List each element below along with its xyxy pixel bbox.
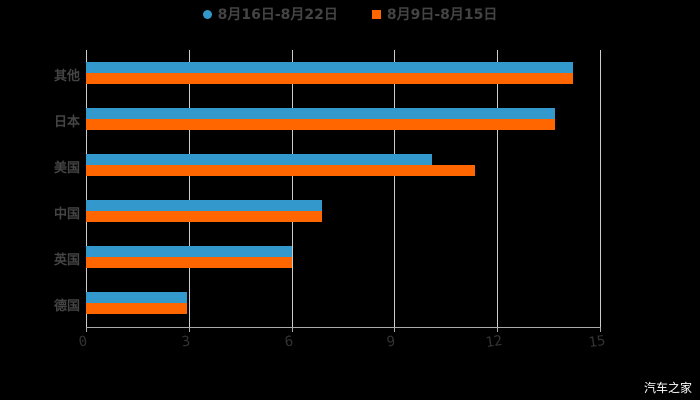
x-tick-label: 15 bbox=[587, 332, 607, 352]
gridline bbox=[188, 50, 190, 327]
x-tick-label: 6 bbox=[283, 333, 294, 351]
x-tick-label: 12 bbox=[484, 332, 504, 352]
x-axis bbox=[86, 327, 601, 328]
axis-tick bbox=[600, 327, 601, 332]
gridline bbox=[600, 50, 601, 327]
bar[interactable] bbox=[86, 108, 556, 119]
category-label: 英国 bbox=[53, 253, 80, 268]
square-marker-icon bbox=[371, 9, 381, 19]
axis-tick bbox=[86, 327, 87, 332]
axis-tick bbox=[291, 327, 293, 332]
bar[interactable] bbox=[86, 73, 573, 84]
category-label: 日本 bbox=[53, 115, 80, 130]
legend-label: 8月16日-8月22日 bbox=[217, 7, 338, 23]
gridline bbox=[394, 50, 396, 327]
x-tick-label: 0 bbox=[77, 333, 89, 351]
bar[interactable] bbox=[86, 154, 433, 165]
gridline bbox=[291, 50, 293, 327]
axis-tick bbox=[188, 327, 190, 332]
x-tick-label: 9 bbox=[386, 333, 397, 351]
bar[interactable] bbox=[86, 119, 556, 130]
legend: 8月16日-8月22日 8月9日-8月15日 bbox=[0, 4, 700, 24]
bar[interactable] bbox=[86, 303, 188, 314]
bar[interactable] bbox=[86, 200, 323, 211]
bar[interactable] bbox=[86, 292, 188, 303]
category-label: 其他 bbox=[53, 69, 80, 84]
bar[interactable] bbox=[86, 62, 573, 73]
axis-tick bbox=[497, 327, 499, 332]
legend-item-series2[interactable]: 8月9日-8月15日 bbox=[371, 4, 498, 24]
watermark: 汽车之家 bbox=[643, 381, 692, 395]
axis-tick bbox=[394, 327, 396, 332]
x-tick-label: 3 bbox=[180, 333, 192, 351]
category-label: 德国 bbox=[53, 299, 80, 314]
bar[interactable] bbox=[86, 246, 292, 257]
category-label: 中国 bbox=[53, 207, 80, 222]
legend-label: 8月9日-8月15日 bbox=[386, 7, 498, 23]
bar[interactable] bbox=[86, 257, 292, 268]
gridline bbox=[497, 50, 499, 327]
category-label: 美国 bbox=[53, 161, 80, 176]
bar[interactable] bbox=[86, 211, 323, 222]
bar[interactable] bbox=[86, 165, 475, 176]
gridline bbox=[86, 50, 87, 327]
circle-marker-icon bbox=[202, 9, 212, 19]
legend-item-series1[interactable]: 8月16日-8月22日 bbox=[202, 4, 338, 24]
